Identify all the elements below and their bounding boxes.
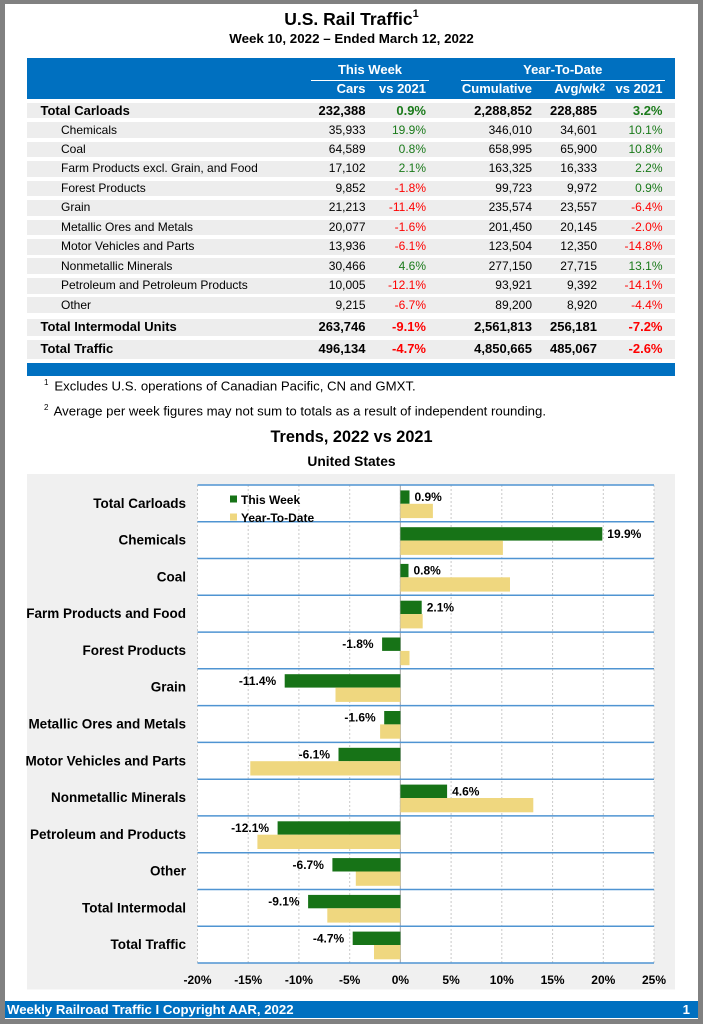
svg-text:19.9%: 19.9% (607, 527, 641, 541)
svg-text:Coal: Coal (157, 569, 186, 584)
svg-text:Metallic Ores and Metals: Metallic Ores and Metals (28, 717, 186, 732)
svg-text:0.8%: 0.8% (414, 564, 442, 578)
svg-text:Chemicals: Chemicals (118, 533, 186, 548)
svg-text:-6.1%: -6.1% (299, 748, 331, 762)
svg-text:Year-To-Date: Year-To-Date (241, 511, 314, 525)
svg-text:-5%: -5% (339, 973, 361, 987)
svg-text:-11.4%: -11.4% (239, 674, 277, 688)
svg-text:25%: 25% (642, 973, 666, 987)
svg-text:4.6%: 4.6% (452, 784, 480, 798)
svg-text:5%: 5% (442, 973, 460, 987)
svg-text:20%: 20% (591, 973, 615, 987)
svg-text:-10%: -10% (285, 973, 313, 987)
svg-text:-6.7%: -6.7% (293, 858, 325, 872)
svg-text:Other: Other (150, 864, 187, 879)
svg-text:0.9%: 0.9% (415, 490, 443, 504)
svg-text:15%: 15% (541, 973, 565, 987)
svg-text:Total Intermodal: Total Intermodal (82, 900, 186, 915)
svg-text:2.1%: 2.1% (427, 600, 455, 614)
svg-text:Petroleum and Products: Petroleum and Products (30, 827, 186, 842)
svg-text:-4.7%: -4.7% (313, 931, 345, 945)
svg-text:Farm Products and Food: Farm Products and Food (26, 606, 186, 621)
svg-text:Grain: Grain (151, 680, 186, 695)
svg-text:-9.1%: -9.1% (268, 895, 300, 909)
svg-text:Forest Products: Forest Products (82, 643, 186, 658)
svg-text:0%: 0% (392, 973, 410, 987)
svg-text:-1.8%: -1.8% (342, 637, 374, 651)
svg-text:This Week: This Week (241, 493, 300, 507)
svg-text:Motor Vehicles and Parts: Motor Vehicles and Parts (25, 753, 186, 768)
svg-text:Total Carloads: Total Carloads (93, 496, 186, 511)
svg-text:10%: 10% (490, 973, 514, 987)
svg-text:-20%: -20% (183, 973, 211, 987)
svg-text:-15%: -15% (234, 973, 262, 987)
svg-text:-12.1%: -12.1% (231, 821, 269, 835)
svg-text:Nonmetallic Minerals: Nonmetallic Minerals (51, 790, 186, 805)
svg-text:Total Traffic: Total Traffic (110, 937, 186, 952)
svg-text:-1.6%: -1.6% (344, 711, 376, 725)
